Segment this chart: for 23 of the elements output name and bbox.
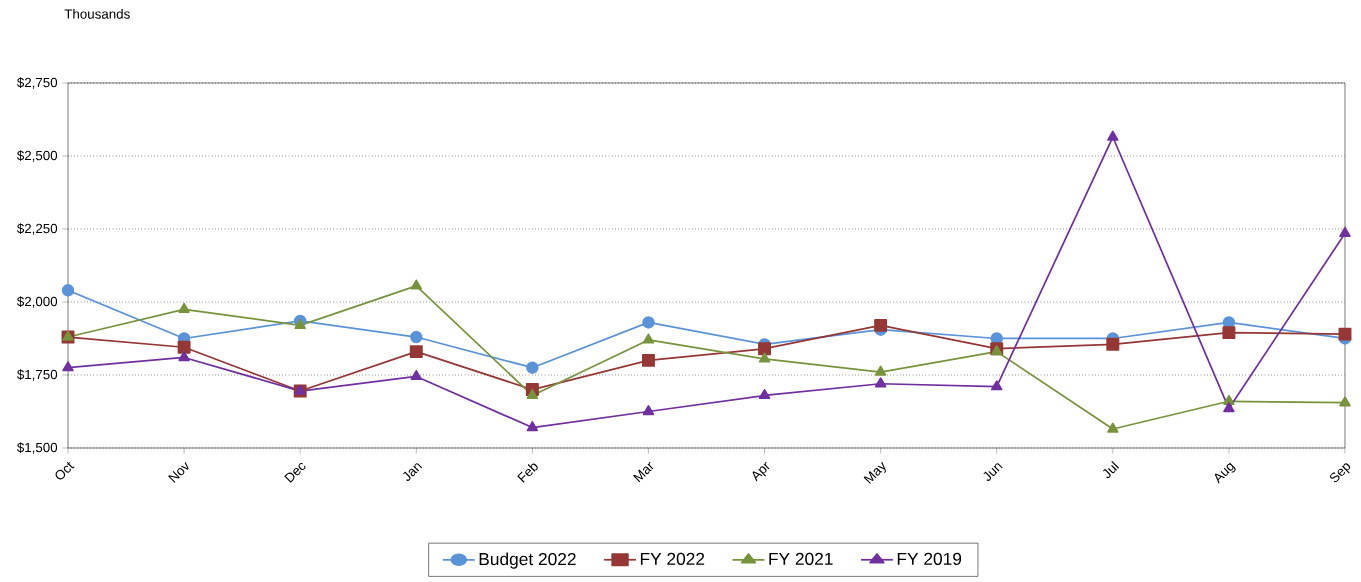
x-tick-label: Feb xyxy=(517,463,538,483)
x-tick-label: Aug xyxy=(1214,462,1236,484)
text: Thousands xyxy=(64,8,130,19)
x-tick-label: Sep xyxy=(1330,463,1351,483)
y-tick-label: $1,750 xyxy=(16,369,58,381)
y-tick-label: $1,500 xyxy=(16,442,58,454)
legend-label: FY 2021 xyxy=(769,552,833,565)
y-tick-label: $2,500 xyxy=(16,150,58,162)
legend-label: FY 2019 xyxy=(897,552,962,565)
x-tick-label: May xyxy=(863,461,886,484)
y-tick-label: $2,250 xyxy=(16,223,58,235)
y-tick-label: $2,750 xyxy=(16,77,58,89)
x-tick-label: Jan xyxy=(402,463,423,481)
legend-label: Budget 2022 xyxy=(479,552,576,569)
x-tick-label: Jul xyxy=(1103,460,1120,479)
x-tick-label: Oct xyxy=(55,461,75,480)
y-tick-label: $2,000 xyxy=(16,296,58,308)
legend-label: FY 2022 xyxy=(640,552,705,565)
x-tick-label: Nov xyxy=(168,461,189,483)
x-tick-label: Mar xyxy=(633,461,654,483)
x-tick-label: Apr xyxy=(752,461,770,482)
x-tick-label: Jun xyxy=(983,463,1003,481)
x-tick-label: Dec xyxy=(284,463,306,483)
